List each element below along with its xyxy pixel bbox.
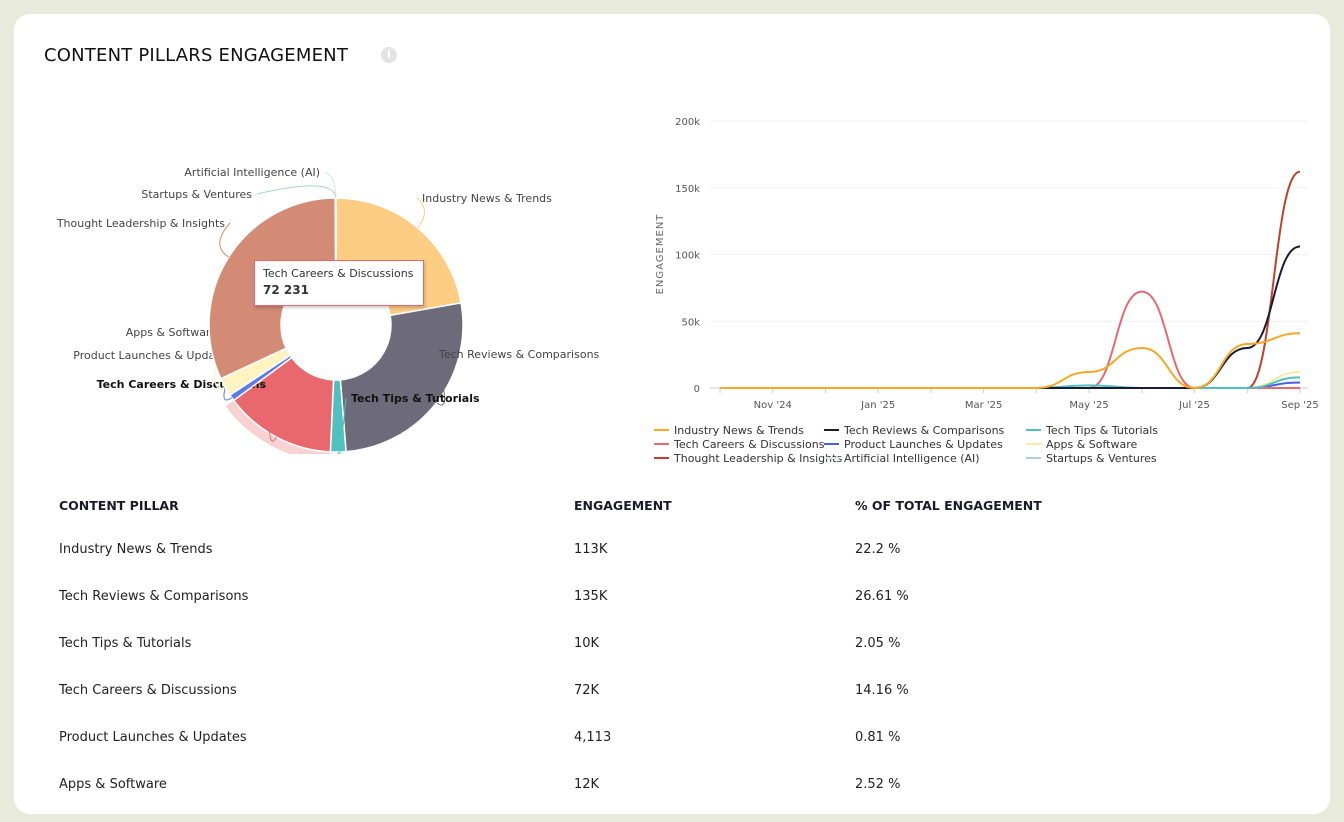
donut-chart: Industry News & Trends Tech Reviews & Com…: [56, 166, 600, 454]
info-icon[interactable]: i: [381, 47, 397, 63]
series-line: [719, 245, 1301, 390]
slice-label: Tech Reviews & Comparisons: [438, 348, 600, 361]
slice-label: Thought Leadership & Insights: [56, 217, 225, 230]
content-pillars-card: CONTENT PILLARS ENGAGEMENT i Industry Ne…: [14, 14, 1330, 814]
cell-pillar: Tech Reviews & Comparisons: [59, 589, 249, 604]
content-pillar-table: CONTENT PILLAR ENGAGEMENT % OF TOTAL ENG…: [44, 484, 1057, 808]
y-tick-label: 100k: [675, 251, 700, 262]
slice-label: Startups & Ventures: [141, 188, 252, 201]
cell-engagement: 10K: [574, 636, 600, 651]
legend-item[interactable]: Artificial Intelligence (AI): [844, 452, 980, 464]
cell-percent: 0.81 %: [855, 730, 901, 745]
cell-engagement: 4,113: [574, 730, 612, 745]
x-tick-label: Mar '25: [965, 400, 1003, 411]
cell-percent: 26.61 %: [855, 589, 909, 604]
donut-slice: [232, 356, 335, 453]
header-engagement[interactable]: ENGAGEMENT: [574, 497, 672, 513]
legend-item[interactable]: Tech Careers & Discussions: [673, 438, 825, 451]
header-content-pillar[interactable]: CONTENT PILLAR: [59, 497, 179, 513]
x-tick-label: Sep '25: [1281, 400, 1319, 411]
tooltip-value: 72 231: [263, 283, 309, 297]
y-tick-label: 0: [694, 384, 700, 395]
y-tick-label: 50k: [681, 317, 700, 328]
y-tick-label: 150k: [675, 184, 700, 195]
slice-label: Apps & Software: [126, 326, 218, 339]
page-title: CONTENT PILLARS ENGAGEMENT: [44, 45, 349, 66]
legend-item[interactable]: Tech Reviews & Comparisons: [843, 424, 1005, 437]
tooltip-label: Tech Careers & Discussions: [263, 267, 414, 280]
slice-label: Product Launches & Updates: [73, 349, 232, 362]
cell-pillar: Tech Careers & Discussions: [59, 683, 237, 698]
table-row: Product Launches & Updates 4,113 0.81 %: [44, 714, 1057, 761]
cell-engagement: 135K: [574, 589, 608, 604]
donut-slice: [339, 301, 464, 453]
legend-item[interactable]: Product Launches & Updates: [844, 438, 1003, 451]
x-tick-label: Jul '25: [1178, 400, 1210, 411]
cell-engagement: 12K: [574, 777, 600, 792]
connector-line: [324, 171, 337, 199]
y-axis-label: ENGAGEMENT: [655, 214, 666, 295]
connector-line: [433, 353, 446, 406]
highlight-halo: [225, 400, 331, 454]
table-row: Apps & Software 12K 2.52 %: [44, 761, 1057, 808]
connector-line: [268, 383, 277, 442]
table-header-row: CONTENT PILLAR ENGAGEMENT % OF TOTAL ENG…: [44, 484, 1057, 526]
table-row: Tech Tips & Tutorials 10K 2.05 %: [44, 620, 1057, 667]
cell-percent: 2.52 %: [855, 777, 901, 792]
connector-line: [256, 185, 336, 199]
series-line: [719, 170, 1301, 390]
series-line: [719, 290, 1300, 390]
cell-percent: 22.2 %: [855, 542, 901, 557]
header-percent-total[interactable]: % OF TOTAL ENGAGEMENT: [855, 497, 1042, 513]
x-tick-label: May '25: [1069, 400, 1108, 411]
y-tick-label: 200k: [675, 117, 700, 128]
cell-percent: 2.05 %: [855, 636, 901, 651]
cell-percent: 14.16 %: [855, 683, 909, 698]
cell-pillar: Tech Tips & Tutorials: [59, 636, 192, 651]
table-row: Tech Careers & Discussions 72K 14.16 %: [44, 667, 1057, 714]
connector-line: [219, 222, 231, 258]
cell-pillar: Apps & Software: [59, 777, 167, 792]
x-tick-label: Nov '24: [754, 400, 792, 411]
legend-item[interactable]: Industry News & Trends: [674, 424, 804, 437]
x-tick-label: Jan '25: [860, 400, 895, 411]
cell-engagement: 113K: [574, 542, 608, 557]
legend-item[interactable]: Startups & Ventures: [1046, 452, 1157, 464]
table-row: Industry News & Trends 113K 22.2 %: [44, 526, 1057, 573]
slice-label: Tech Tips & Tutorials: [351, 392, 480, 405]
slice-label: Artificial Intelligence (AI): [184, 166, 320, 179]
slice-label: Industry News & Trends: [422, 192, 552, 205]
table-row: Tech Reviews & Comparisons 135K 26.61 %: [44, 573, 1057, 620]
legend-item[interactable]: Tech Tips & Tutorials: [1045, 424, 1158, 437]
chart-tooltip: Tech Careers & Discussions 72 231: [254, 260, 424, 306]
cell-pillar: Industry News & Trends: [59, 542, 213, 557]
series-line: [719, 332, 1301, 390]
legend-item[interactable]: Thought Leadership & Insights: [673, 452, 842, 464]
connector-line: [337, 397, 347, 454]
cell-pillar: Product Launches & Updates: [59, 730, 247, 745]
connector-line: [416, 197, 426, 228]
line-chart: 0 50k 100k 150k 200k ENGAGEMENT Nov '24 Jan '25…: [654, 117, 1319, 464]
legend-item[interactable]: Apps & Software: [1046, 438, 1138, 451]
cell-engagement: 72K: [574, 683, 600, 698]
